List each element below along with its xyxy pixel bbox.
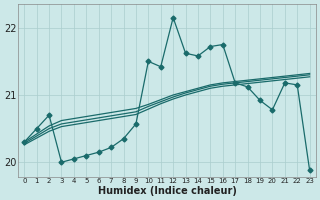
X-axis label: Humidex (Indice chaleur): Humidex (Indice chaleur): [98, 186, 236, 196]
